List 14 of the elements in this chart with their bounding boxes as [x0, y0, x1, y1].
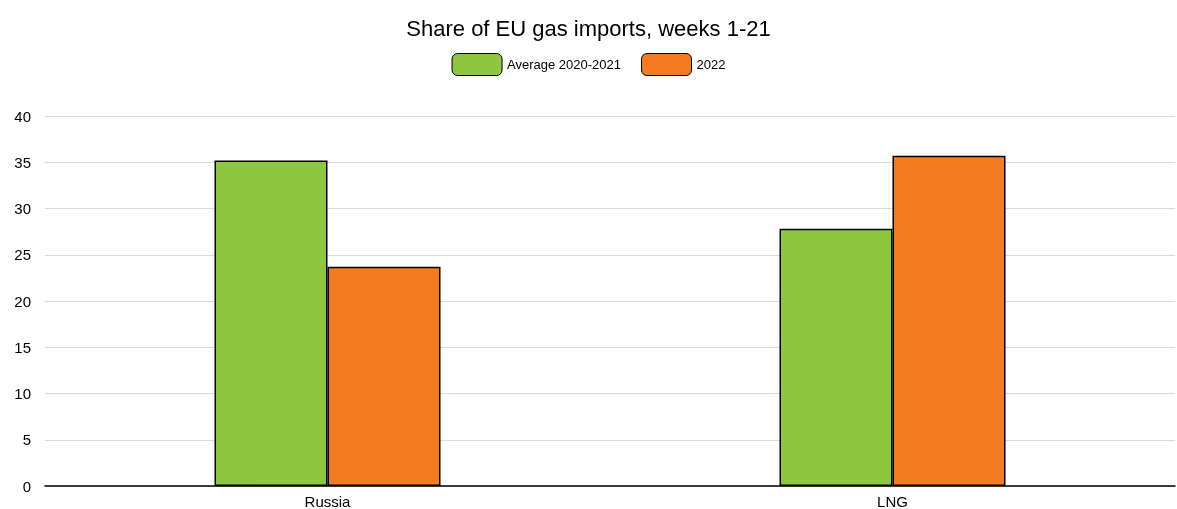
x-tick-label: Russia — [304, 493, 352, 509]
y-tick-label: 30 — [14, 200, 31, 217]
y-tick-label: 25 — [14, 246, 31, 264]
legend-label: Average 2020-2021 — [507, 57, 622, 72]
y-tick-label: 10 — [14, 385, 31, 402]
y-tick-label: 15 — [14, 338, 31, 356]
y-tick-label: 40 — [14, 107, 31, 125]
y-tick-label: 35 — [14, 153, 31, 171]
y-tick-label: 5 — [22, 431, 31, 449]
y-tick-label: 20 — [14, 292, 31, 310]
y-tick-label: 0 — [22, 477, 31, 495]
chart-title: Share of EU gas imports, weeks 1-21 — [406, 15, 771, 41]
x-tick-label: LNG — [877, 493, 908, 509]
legend-label: 2022 — [696, 57, 726, 72]
